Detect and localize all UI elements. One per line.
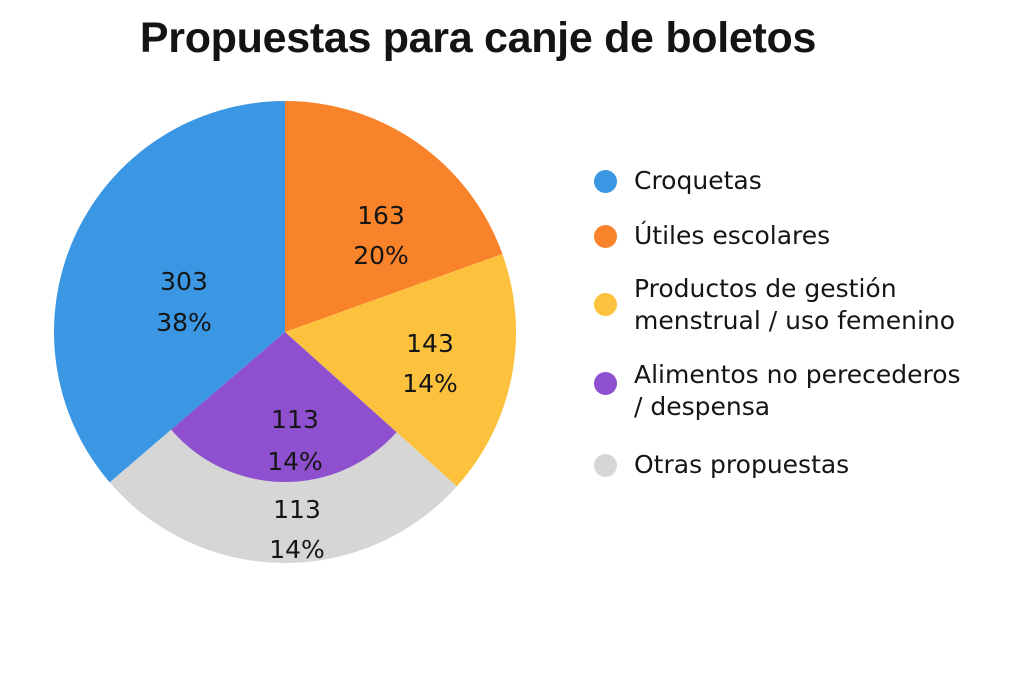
value-label-otras-propuestas: 113 [273,495,321,524]
value-label-utiles-escolares: 163 [357,201,405,230]
slice-croquetas [53,101,286,483]
percent-label-alimentos-no-perecederos: 14% [267,447,323,476]
legend-item-utiles-escolares[interactable]: Útiles escolares [594,220,830,252]
legend-label: Alimentos no perecederos / despensa [634,360,961,421]
legend-swatch-icon [594,372,617,395]
legend-item-croquetas[interactable]: Croquetas [594,165,762,197]
legend-label: Útiles escolares [634,221,831,250]
percent-label-productos-gestion-menstrual: 14% [402,369,458,398]
legend-label: Productos de gestión menstrual / uso fem… [634,274,956,335]
legend-swatch-icon [594,454,617,477]
legend-swatch-icon [594,170,617,193]
percent-label-otras-propuestas: 14% [269,535,325,564]
slice-alimentos-no-perecederos [171,332,397,482]
legend-item-otras-propuestas[interactable]: Otras propuestas [594,449,849,481]
legend-item-productos-gestion-menstrual[interactable]: Productos de gestión menstrual / uso fem… [594,273,955,337]
legend-item-alimentos-no-perecederos[interactable]: Alimentos no perecederos / despensa [594,359,961,423]
chart-title: Propuestas para canje de boletos [139,14,817,62]
legend-label: Croquetas [634,166,762,195]
legend-label: Otras propuestas [634,450,850,479]
legend-swatch-icon [594,293,617,316]
value-label-croquetas: 303 [160,267,208,296]
value-label-alimentos-no-perecederos: 113 [271,405,319,434]
slice-utiles-escolares [285,101,503,332]
legend-swatch-icon [594,225,617,248]
slice-productos-gestion-menstrual [285,254,516,487]
percent-label-utiles-escolares: 20% [353,241,409,270]
percent-label-croquetas: 38% [156,308,212,337]
value-label-productos-gestion-menstrual: 143 [406,329,454,358]
